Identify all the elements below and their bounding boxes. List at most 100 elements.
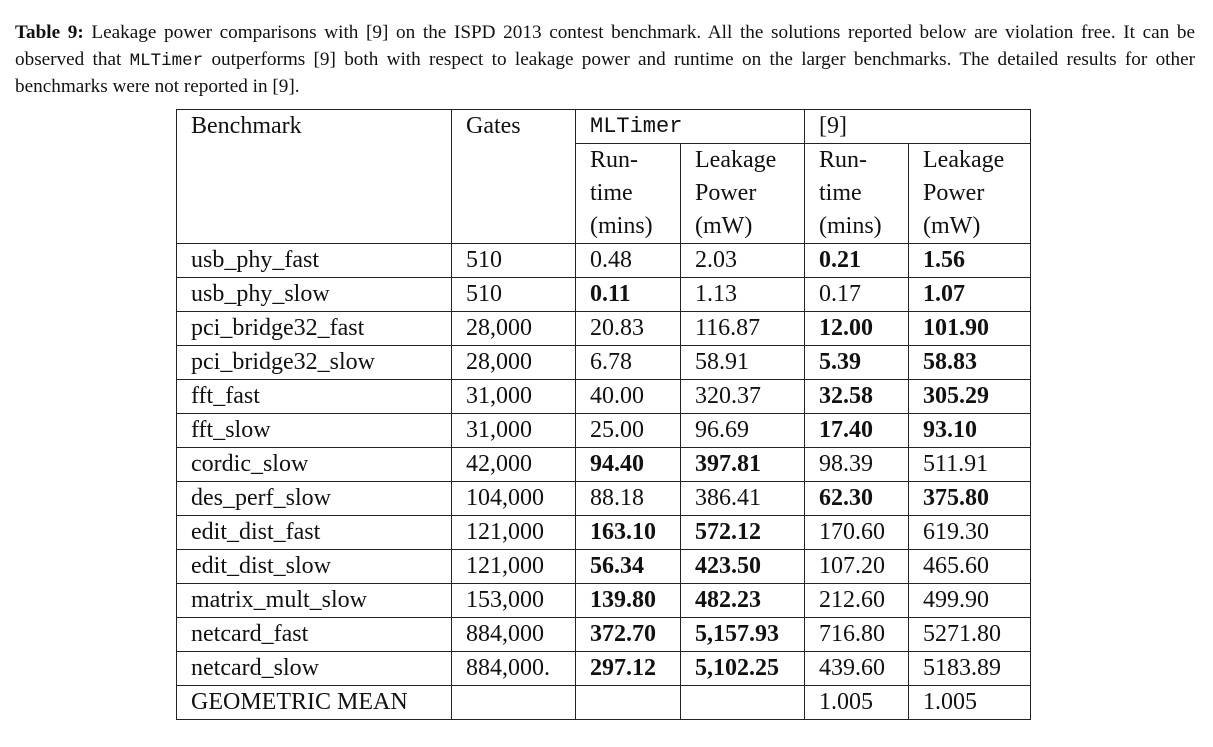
cell-gates: 510 (451, 277, 576, 312)
cell-mltimer-runtime (575, 685, 681, 720)
cell-mltimer-leakage: 386.41 (680, 481, 805, 516)
cell-mltimer-runtime: 20.83 (575, 311, 681, 346)
caption-text-part1: Leakage power comparisons with [9] on th… (15, 22, 1195, 70)
cell-gates: 42,000 (451, 447, 576, 482)
cell-mltimer-runtime: 56.34 (575, 549, 681, 584)
cell-benchmark: usb_phy_fast (176, 243, 452, 278)
cell-gates: 884,000. (451, 651, 576, 686)
cell-mltimer-leakage: 397.81 (680, 447, 805, 482)
caption-text-part2: outperforms [9] both with respect to lea… (15, 48, 1195, 98)
cell-mltimer-leakage: 1.13 (680, 277, 805, 312)
cell-benchmark: des_perf_slow (176, 481, 452, 516)
cell-ref9-leakage: 375.80 (908, 481, 1031, 516)
header-group-mltimer: MLTimer (575, 109, 805, 144)
cell-ref9-runtime: 62.30 (804, 481, 909, 516)
cell-gates: 121,000 (451, 515, 576, 550)
cell-mltimer-leakage: 423.50 (680, 549, 805, 584)
cell-benchmark: pci_bridge32_fast (176, 311, 452, 346)
cell-ref9-runtime: 0.21 (804, 243, 909, 278)
header-line: Power (923, 180, 985, 206)
header-mltimer-leakage: Leakage Power (mW) (680, 143, 805, 244)
cell-benchmark: cordic_slow (176, 447, 452, 482)
cell-gates: 28,000 (451, 311, 576, 346)
cell-mltimer-leakage: 96.69 (680, 413, 805, 448)
cell-ref9-runtime: 170.60 (804, 515, 909, 550)
cell-benchmark: usb_phy_slow (176, 277, 452, 312)
cell-mltimer-runtime: 25.00 (575, 413, 681, 448)
cell-mltimer-runtime: 94.40 (575, 447, 681, 482)
table-row: cordic_slow 42,000 94.40 397.81 98.39 511.91 (176, 447, 1031, 482)
cell-gates: 31,000 (451, 413, 576, 448)
cell-mltimer-leakage: 5,157.93 (680, 617, 805, 652)
cell-ref9-runtime: 716.80 (804, 617, 909, 652)
cell-mltimer-leakage: 2.03 (680, 243, 805, 278)
header-line: (mW) (923, 213, 981, 239)
caption-label: Table 9: (15, 22, 84, 43)
cell-benchmark: matrix_mult_slow (176, 583, 452, 618)
cell-mltimer-leakage: 58.91 (680, 345, 805, 380)
table-row: pci_bridge32_slow 28,000 6.78 58.91 5.39 58.8… (176, 345, 1031, 380)
table-row: fft_slow 31,000 25.00 96.69 17.40 93.10 (176, 413, 1031, 448)
cell-mltimer-runtime: 163.10 (575, 515, 681, 550)
header-benchmark: Benchmark (176, 109, 452, 244)
header-ref9-runtime: Run-time (mins) (804, 143, 909, 244)
cell-mltimer-leakage: 320.37 (680, 379, 805, 414)
cell-ref9-runtime: 12.00 (804, 311, 909, 346)
header-row-sub: Run-time (mins) Leakage Power (mW) Run-time… (177, 143, 1031, 244)
cell-ref9-runtime: 212.60 (804, 583, 909, 618)
header-line: Leakage (695, 147, 777, 173)
cell-benchmark: edit_dist_fast (176, 515, 452, 550)
table-row: fft_fast 31,000 40.00 320.37 32.58 305.29 (176, 379, 1031, 414)
cell-benchmark: netcard_slow (176, 651, 452, 686)
cell-ref9-runtime: 0.17 (804, 277, 909, 312)
cell-mltimer-leakage: 572.12 (680, 515, 805, 550)
cell-ref9-leakage: 58.83 (908, 345, 1031, 380)
header-line: Run- (819, 147, 867, 173)
cell-benchmark: pci_bridge32_slow (176, 345, 452, 380)
cell-mltimer-leakage (680, 685, 805, 720)
cell-mltimer-runtime: 88.18 (575, 481, 681, 516)
table-caption: Table 9: Leakage power comparisons with … (15, 20, 1195, 101)
cell-ref9-leakage: 619.30 (908, 515, 1031, 550)
header-line: time (819, 180, 862, 206)
cell-mltimer-runtime: 372.70 (575, 617, 681, 652)
cell-ref9-leakage: 5183.89 (908, 651, 1031, 686)
header-gates: Gates (451, 109, 576, 244)
cell-ref9-leakage: 93.10 (908, 413, 1031, 448)
results-table: Benchmark Gates MLTimer [9] Run-time (min… (176, 109, 1031, 720)
cell-mltimer-leakage: 5,102.25 (680, 651, 805, 686)
cell-ref9-leakage: 499.90 (908, 583, 1031, 618)
cell-gates (451, 685, 576, 720)
results-table-body: Benchmark Gates MLTimer [9] Run-time (min… (176, 109, 1031, 720)
table-row: usb_phy_fast 510 0.48 2.03 0.21 1.56 (176, 243, 1031, 278)
cell-gates: 31,000 (451, 379, 576, 414)
table-row: edit_dist_fast 121,000 163.10 572.12 170.60 6… (176, 515, 1031, 550)
header-line: time (590, 180, 633, 206)
cell-gates: 104,000 (451, 481, 576, 516)
cell-mltimer-leakage: 116.87 (680, 311, 805, 346)
header-group-ref9: [9] (804, 109, 1031, 144)
cell-ref9-runtime: 439.60 (804, 651, 909, 686)
cell-ref9-runtime: 17.40 (804, 413, 909, 448)
header-line: (mins) (819, 213, 882, 239)
table-row: pci_bridge32_fast 28,000 20.83 116.87 12.00 1… (176, 311, 1031, 346)
cell-ref9-leakage: 465.60 (908, 549, 1031, 584)
cell-mltimer-runtime: 297.12 (575, 651, 681, 686)
cell-benchmark: netcard_fast (176, 617, 452, 652)
cell-benchmark: edit_dist_slow (176, 549, 452, 584)
cell-ref9-runtime: 107.20 (804, 549, 909, 584)
cell-ref9-runtime: 5.39 (804, 345, 909, 380)
cell-ref9-leakage: 101.90 (908, 311, 1031, 346)
cell-ref9-leakage: 5271.80 (908, 617, 1031, 652)
table-row: edit_dist_slow 121,000 56.34 423.50 107.20 46… (176, 549, 1031, 584)
cell-mltimer-runtime: 6.78 (575, 345, 681, 380)
cell-gates: 28,000 (451, 345, 576, 380)
cell-gates: 153,000 (451, 583, 576, 618)
header-line: Power (695, 180, 757, 206)
cell-gates: 884,000 (451, 617, 576, 652)
cell-mltimer-runtime: 0.48 (575, 243, 681, 278)
header-line: (mW) (695, 213, 753, 239)
cell-benchmark: GEOMETRIC MEAN (176, 685, 452, 720)
cell-ref9-leakage: 1.005 (908, 685, 1031, 720)
table-row: GEOMETRIC MEAN 1.005 1.005 (176, 685, 1031, 720)
